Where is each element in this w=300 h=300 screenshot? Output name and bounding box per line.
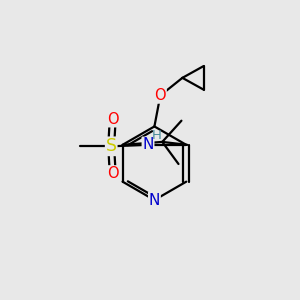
Text: H: H <box>151 129 161 142</box>
Text: O: O <box>107 112 118 127</box>
Text: O: O <box>154 88 166 103</box>
Text: N: N <box>142 137 154 152</box>
Text: N: N <box>149 193 160 208</box>
Text: S: S <box>106 137 117 155</box>
Text: O: O <box>107 166 118 181</box>
